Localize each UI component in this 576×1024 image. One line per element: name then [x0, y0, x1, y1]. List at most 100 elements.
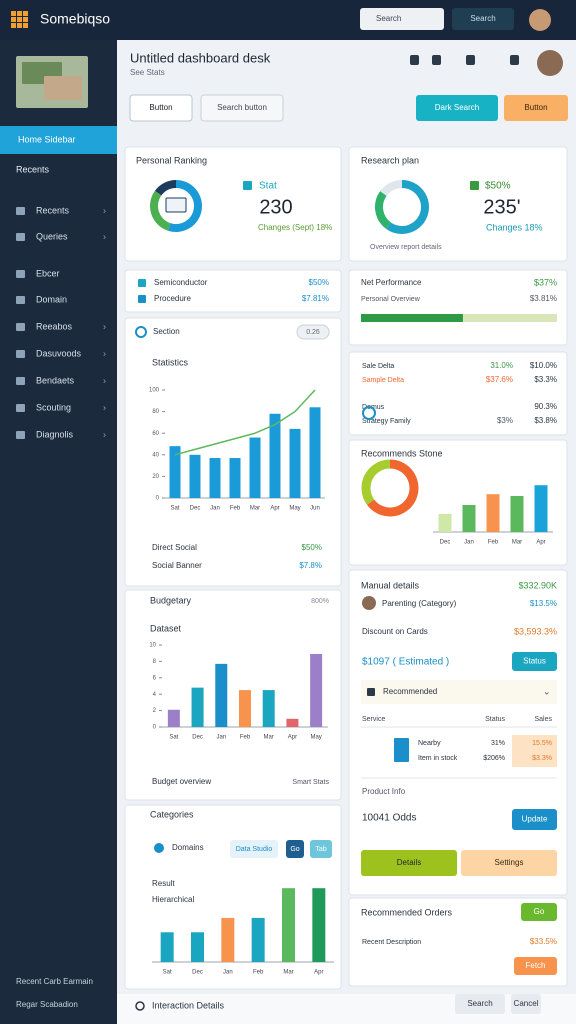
bar	[160, 932, 174, 962]
donut-icon	[165, 197, 187, 213]
active-nav[interactable]	[0, 126, 117, 154]
collapsible-label[interactable]: Recommended	[383, 687, 437, 696]
button[interactable]	[230, 840, 278, 858]
nav-item[interactable]: Ebcer	[36, 268, 60, 278]
button[interactable]	[129, 94, 193, 122]
legend-swatch	[138, 295, 146, 303]
card	[348, 269, 568, 346]
button[interactable]	[310, 840, 332, 858]
button[interactable]	[452, 8, 514, 30]
row-value: $3,593.3%	[514, 626, 557, 636]
nav-chevron: ›	[103, 402, 106, 412]
bar	[486, 494, 500, 532]
nav-active[interactable]: Home Sidebar	[18, 134, 76, 144]
button[interactable]	[514, 957, 557, 975]
nav-item[interactable]: Bendaets	[36, 375, 75, 385]
badge: 800%	[311, 598, 329, 605]
logo-cell	[17, 17, 22, 22]
nav-item[interactable]: Domain	[36, 294, 67, 304]
header-icon[interactable]	[510, 55, 519, 65]
nav-item[interactable]: Scouting	[36, 402, 71, 412]
row-label: Discount on Cards	[362, 627, 428, 636]
bar	[289, 428, 301, 498]
x-tick-label: Mar	[250, 506, 260, 512]
x-tick-label: Dec	[440, 540, 451, 546]
nav-item[interactable]: Reeabos	[36, 321, 73, 331]
row-value: $37%	[534, 277, 557, 287]
card-title: Research plan	[361, 155, 419, 165]
bar	[229, 458, 241, 498]
collapsible[interactable]	[361, 680, 557, 704]
button[interactable]	[461, 850, 557, 876]
button-label[interactable]: Data Studio	[236, 846, 273, 853]
bar	[169, 446, 181, 498]
button-label[interactable]: Update	[522, 815, 548, 824]
card	[348, 351, 568, 436]
button-label[interactable]: Settings	[495, 858, 524, 867]
button-label[interactable]: Dark Search	[435, 103, 479, 112]
button[interactable]	[512, 652, 557, 671]
y-tick-label: 60	[152, 431, 159, 437]
nav-icon	[16, 431, 25, 439]
button[interactable]	[416, 95, 498, 121]
nav-chevron: ›	[103, 231, 106, 241]
button-label[interactable]: Button	[149, 103, 172, 112]
row-value: $50%	[302, 543, 322, 552]
bar	[239, 690, 251, 727]
bar	[221, 917, 235, 962]
button-label[interactable]: Details	[397, 858, 421, 867]
button-label[interactable]: Status	[523, 657, 546, 666]
stat-change: Changes 18%	[486, 222, 543, 232]
button[interactable]	[504, 95, 568, 121]
button[interactable]	[286, 840, 304, 858]
row-label: Result	[152, 879, 175, 888]
row-label: Parenting (Category)	[382, 599, 457, 608]
button[interactable]	[512, 809, 557, 830]
nav-item[interactable]: Diagnolis	[36, 429, 74, 439]
button-label[interactable]: Search button	[217, 103, 267, 112]
button-label[interactable]: Go	[290, 846, 299, 853]
logo-cell	[17, 11, 22, 16]
button-label[interactable]: Go	[534, 907, 545, 916]
bar	[249, 437, 261, 498]
card-title: Budgetary	[150, 595, 192, 605]
card	[124, 589, 342, 801]
button-label[interactable]: Tab	[315, 846, 326, 853]
x-tick-label: Apr	[270, 506, 279, 512]
donut-slice	[375, 191, 392, 229]
nav-item[interactable]: Queries	[36, 231, 68, 241]
stat-icon	[470, 181, 479, 190]
search-box[interactable]	[360, 8, 444, 30]
table-cell: Item in stock	[418, 755, 458, 762]
progress-bar	[361, 314, 463, 322]
header-icon[interactable]	[410, 55, 419, 65]
table-cell: Nearby	[418, 740, 441, 747]
x-tick-label: Sat	[169, 735, 178, 741]
row-value: $37.6%	[486, 375, 513, 384]
x-tick-label: May	[289, 506, 300, 512]
button[interactable]	[521, 903, 557, 921]
header-icon[interactable]	[432, 55, 441, 65]
nav-item[interactable]: Dasuvoods	[36, 348, 82, 358]
row-label: Direct Social	[152, 543, 197, 552]
y-tick-label: 4	[153, 692, 157, 698]
x-tick-label: Sat	[170, 506, 179, 512]
product-thumb	[394, 738, 409, 762]
button[interactable]	[455, 994, 505, 1014]
button[interactable]	[200, 94, 284, 122]
donut-slice	[167, 180, 202, 232]
bar	[262, 690, 275, 727]
button-label[interactable]: Search	[470, 14, 495, 23]
button-label[interactable]: Button	[524, 103, 547, 112]
button[interactable]	[511, 994, 541, 1014]
chart-title: Dataset	[150, 623, 182, 633]
legend-value: $50%	[309, 278, 329, 287]
button-label[interactable]: Cancel	[514, 999, 539, 1008]
nav-icon	[16, 270, 25, 278]
button-label[interactable]: Search	[467, 999, 492, 1008]
button[interactable]	[361, 850, 457, 876]
nav-item[interactable]: Recents	[36, 205, 70, 215]
stat-label: $50%	[485, 181, 511, 192]
header-icon[interactable]	[466, 55, 475, 65]
button-label[interactable]: Fetch	[525, 961, 545, 970]
